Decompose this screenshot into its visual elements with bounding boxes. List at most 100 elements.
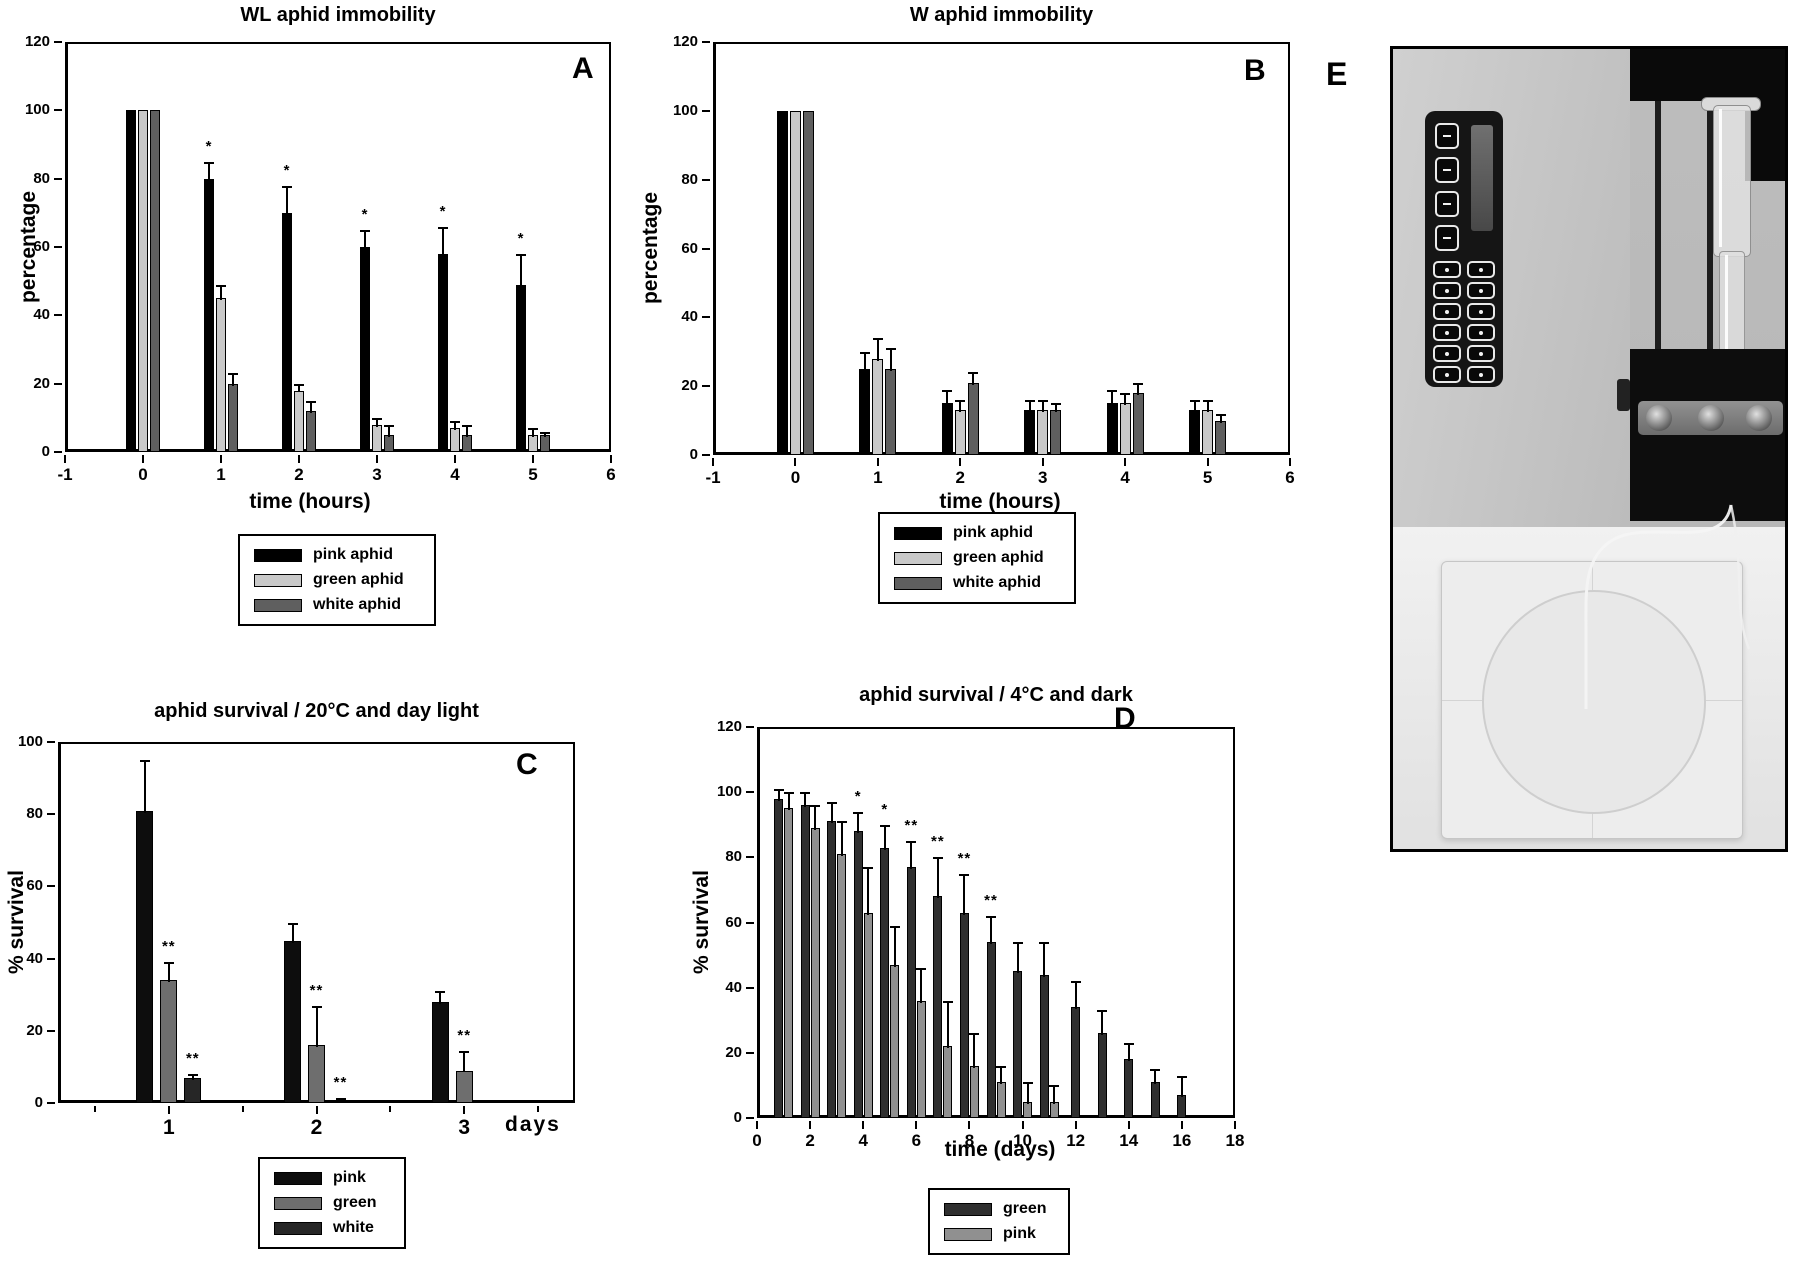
x-tick: [712, 458, 714, 466]
x-tick: [142, 455, 144, 463]
error-bar: [1189, 399, 1200, 413]
green-aphid-bar: [294, 390, 304, 452]
error-bar-line: [1028, 401, 1031, 413]
keypad-number-button: [1467, 282, 1495, 299]
error-bar-line: [208, 163, 210, 181]
error-bar: [1120, 393, 1131, 406]
keypad-button-dot: [1479, 267, 1483, 272]
green-aphid-bar: [789, 110, 801, 455]
error-bar: [360, 229, 370, 249]
chart-b-title: W aphid immobility: [909, 4, 1094, 26]
chart-a-title: WL aphid immobility: [240, 4, 436, 26]
y-tick-label: 60: [681, 239, 698, 257]
green-bar: [1071, 1007, 1081, 1118]
error-bar-line: [1154, 1071, 1157, 1085]
panel-letter-c: C: [516, 748, 538, 781]
keypad-number-button: [1433, 324, 1461, 341]
error-bar: [462, 424, 472, 437]
y-tick-label: 120: [24, 33, 50, 50]
x-minor-tick: [93, 1106, 96, 1112]
white-aphid-bar: [802, 110, 814, 455]
error-bar-line: [310, 402, 312, 413]
y-tick: [54, 41, 62, 43]
legend-label: pink: [333, 1169, 366, 1186]
x-minor-tick: [389, 1106, 392, 1112]
error-bar-line: [830, 803, 833, 824]
x-tick-label: 2: [294, 465, 304, 484]
error-bar: [800, 792, 811, 808]
error-bar-line: [143, 762, 146, 813]
legend-swatch: [894, 526, 942, 540]
keypad-function-button: [1435, 157, 1459, 183]
pump-rail-left-icon: [1655, 49, 1661, 401]
error-bar-line: [910, 843, 913, 870]
green-bar: [455, 1070, 473, 1103]
error-bar: [1097, 1010, 1108, 1036]
keypad-function-button: [1435, 123, 1459, 149]
error-bar-line: [814, 807, 817, 830]
chart-c-legend: pink green white: [258, 1157, 406, 1249]
error-bar-line: [959, 401, 962, 413]
error-bar: [528, 428, 538, 437]
x-minor-tick: [241, 1106, 244, 1112]
green-bar: [1150, 1082, 1160, 1118]
error-bar: [906, 841, 917, 870]
keypad-function-button: [1435, 225, 1459, 251]
chart-d-title: aphid survival / 4°C and dark: [859, 684, 1133, 706]
white-aphid-bar: [967, 382, 979, 455]
x-tick-label: 12: [1066, 1131, 1086, 1150]
x-tick: [1206, 458, 1209, 466]
keypad-button-glyph: [1443, 169, 1451, 171]
error-bar: [968, 372, 979, 385]
error-bar-line: [1074, 983, 1077, 1010]
pink-bar: [431, 1001, 449, 1103]
pink-aphid-bar: [126, 110, 136, 452]
y-tick-label: 0: [733, 1109, 742, 1126]
error-bar: [942, 1000, 953, 1049]
error-bar: [459, 1050, 470, 1073]
y-tick-label: 80: [33, 169, 50, 187]
y-tick: [54, 451, 62, 453]
x-tick-label: -1: [57, 465, 73, 484]
green-aphid-bar: [1202, 410, 1214, 455]
error-bar-line: [439, 993, 442, 1004]
x-tick-label: 4: [1120, 468, 1130, 487]
error-bar-line: [857, 813, 860, 834]
error-bar: [879, 824, 890, 850]
y-tick: [702, 247, 710, 250]
legend-label: pink: [1003, 1225, 1036, 1242]
significance-marker: *: [881, 800, 889, 818]
error-bar-line: [867, 869, 870, 915]
error-bar-line: [883, 826, 886, 850]
error-bar-line: [863, 353, 866, 371]
error-bar-line: [463, 1052, 466, 1073]
panel-letter-d: D: [1114, 702, 1136, 735]
legend-label: white: [333, 1219, 374, 1236]
white-aphid-bar: [228, 383, 238, 452]
keypad-button-dot: [1445, 330, 1449, 335]
pink-bar: [136, 810, 154, 1103]
error-bar: [996, 1065, 1006, 1085]
keypad-number-button: [1467, 303, 1495, 320]
y-tick: [47, 1102, 55, 1104]
significance-marker: **: [904, 817, 919, 835]
chart-b-xlabel: time (hours): [939, 490, 1061, 513]
error-bar-line: [442, 228, 444, 256]
green-aphid-bar: [216, 298, 226, 452]
legend-swatch: [894, 551, 942, 565]
legend-item: white: [274, 1219, 390, 1237]
y-tick: [702, 316, 710, 319]
error-bar-line: [1180, 1077, 1183, 1098]
error-bar-line: [454, 423, 456, 431]
keypad-button-dot: [1479, 372, 1483, 377]
pink-bar: [784, 808, 794, 1118]
green-bar: [774, 798, 784, 1118]
x-tick: [1041, 458, 1044, 466]
pink-bar: [810, 828, 820, 1118]
y-tick: [54, 177, 62, 180]
keypad-number-button: [1433, 366, 1461, 383]
keypad-button-glyph: [1443, 135, 1451, 137]
carriage-knob: [1746, 405, 1772, 431]
error-bar: [863, 867, 874, 915]
x-tick-label: 2: [310, 1116, 323, 1139]
